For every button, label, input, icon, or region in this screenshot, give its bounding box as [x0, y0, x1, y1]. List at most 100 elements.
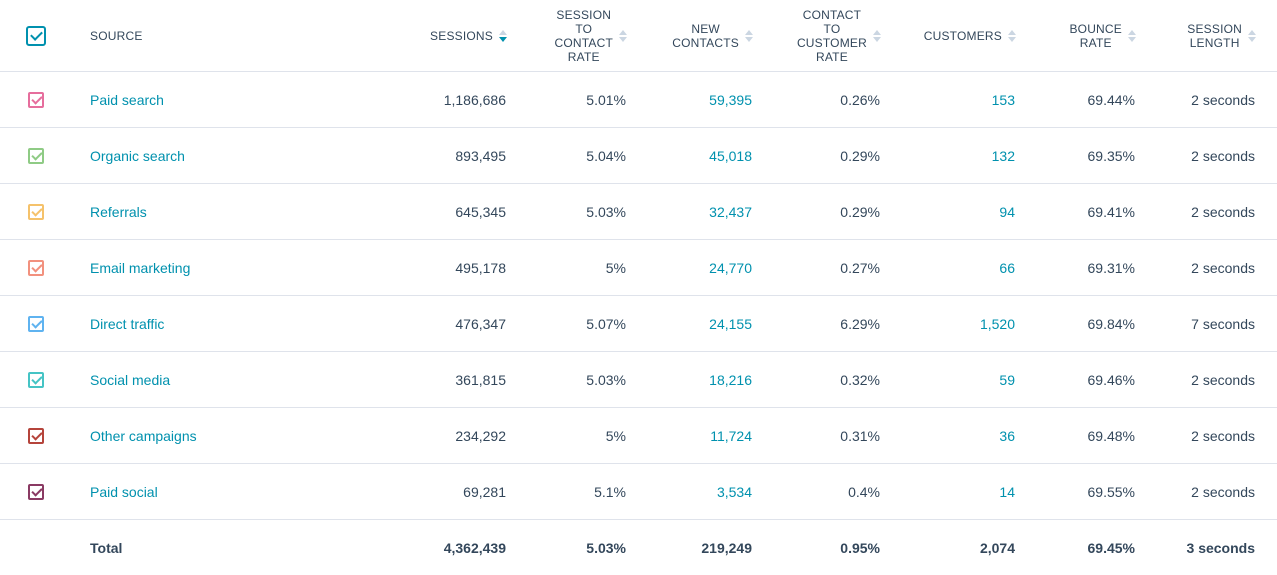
- row-checkbox[interactable]: [28, 371, 44, 388]
- cell-contact-to-customer-rate: 0.32%: [840, 371, 880, 388]
- cell-sessions: 1,186,686: [443, 91, 506, 108]
- sort-session-length-icon[interactable]: [1248, 29, 1256, 42]
- cell-bounce-rate: 69.84%: [1087, 315, 1135, 332]
- header-new-contacts-label: NEW CONTACTS: [672, 22, 739, 50]
- cell-bounce-rate: 69.48%: [1087, 427, 1135, 444]
- header-sessions[interactable]: SESSIONS: [390, 0, 507, 71]
- source-link[interactable]: Paid social: [90, 483, 158, 500]
- cell-session-length: 2 seconds: [1191, 203, 1255, 220]
- new-contacts-link[interactable]: 3,534: [716, 483, 752, 500]
- customers-link[interactable]: 94: [999, 203, 1015, 220]
- new-contacts-link[interactable]: 32,437: [709, 203, 752, 220]
- cell-sessions: 476,347: [455, 315, 506, 332]
- source-link[interactable]: Paid search: [90, 91, 164, 108]
- header-contact-to-customer-rate[interactable]: CONTACT TO CUSTOMER RATE: [770, 0, 881, 71]
- row-checkbox[interactable]: [28, 91, 44, 108]
- new-contacts-link[interactable]: 45,018: [709, 147, 752, 164]
- row-checkbox-cell: [24, 352, 48, 407]
- new-contacts-link[interactable]: 11,724: [710, 427, 752, 444]
- customers-link[interactable]: 66: [999, 259, 1015, 276]
- sort-customers-icon[interactable]: [1008, 29, 1016, 42]
- total-contact-to-customer-rate: 0.95%: [840, 539, 880, 556]
- cell-bounce-rate: 69.55%: [1087, 483, 1135, 500]
- cell-session-length: 2 seconds: [1191, 427, 1255, 444]
- total-session-length: 3 seconds: [1186, 539, 1255, 556]
- header-label-line: CONTACT: [554, 35, 613, 50]
- source-link[interactable]: Other campaigns: [90, 427, 197, 444]
- customers-link[interactable]: 14: [999, 483, 1015, 500]
- cell-session-to-contact-rate: 5.07%: [586, 315, 626, 332]
- header-source-label: SOURCE: [90, 28, 143, 43]
- row-checkbox[interactable]: [28, 315, 44, 332]
- header-customers[interactable]: CUSTOMERS: [900, 0, 1016, 71]
- table-row: Paid search 1,186,686 5.01% 59,395 0.26%…: [0, 72, 1277, 128]
- cell-session-length: 2 seconds: [1191, 91, 1255, 108]
- customers-link[interactable]: 132: [991, 147, 1015, 164]
- total-sessions: 4,362,439: [443, 539, 506, 556]
- cell-bounce-rate: 69.31%: [1087, 259, 1135, 276]
- new-contacts-link[interactable]: 18,216: [709, 371, 752, 388]
- header-label-line: SESSION: [1187, 21, 1242, 36]
- sort-contact-to-customer-rate-icon[interactable]: [873, 29, 881, 42]
- header-label-line: NEW: [691, 21, 720, 36]
- table-header: SOURCE SESSIONS SESSION TO CONTACT RATE …: [0, 0, 1277, 72]
- row-checkbox[interactable]: [28, 483, 44, 500]
- cell-contact-to-customer-rate: 0.29%: [840, 147, 880, 164]
- total-row: Total 4,362,439 5.03% 219,249 0.95% 2,07…: [0, 520, 1277, 575]
- total-label: Total: [90, 539, 123, 556]
- sort-sessions-icon[interactable]: [499, 29, 507, 42]
- header-label-line: RATE: [816, 49, 848, 64]
- header-bounce-rate[interactable]: BOUNCE RATE: [1030, 0, 1136, 71]
- sort-session-to-contact-rate-icon[interactable]: [619, 29, 627, 42]
- source-link[interactable]: Direct traffic: [90, 315, 165, 332]
- cell-session-to-contact-rate: 5.03%: [586, 371, 626, 388]
- row-checkbox-cell: [24, 296, 48, 351]
- cell-session-to-contact-rate: 5%: [605, 427, 626, 444]
- source-link[interactable]: Organic search: [90, 147, 185, 164]
- header-customers-label: CUSTOMERS: [923, 28, 1002, 43]
- row-checkbox[interactable]: [28, 427, 44, 444]
- header-label-line: RATE: [1079, 35, 1112, 50]
- header-sessions-label: SESSIONS: [430, 28, 493, 43]
- cell-session-to-contact-rate: 5.03%: [586, 203, 626, 220]
- total-bounce-rate: 69.45%: [1087, 539, 1135, 556]
- source-link[interactable]: Referrals: [90, 203, 147, 220]
- new-contacts-link[interactable]: 24,155: [709, 315, 752, 332]
- table-row: Referrals 645,345 5.03% 32,437 0.29% 94 …: [0, 184, 1277, 240]
- header-source[interactable]: SOURCE: [90, 0, 290, 71]
- header-label-line: LENGTH: [1189, 35, 1240, 50]
- source-link[interactable]: Email marketing: [90, 259, 191, 276]
- row-checkbox-cell: [24, 72, 48, 127]
- header-session-to-contact-rate-label: SESSION TO CONTACT RATE: [554, 8, 613, 64]
- row-checkbox[interactable]: [28, 203, 44, 220]
- new-contacts-link[interactable]: 24,770: [709, 259, 752, 276]
- customers-link[interactable]: 36: [999, 427, 1015, 444]
- table-row: Organic search 893,495 5.04% 45,018 0.29…: [0, 128, 1277, 184]
- customers-link[interactable]: 1,520: [979, 315, 1015, 332]
- cell-contact-to-customer-rate: 0.29%: [840, 203, 880, 220]
- cell-sessions: 361,815: [455, 371, 506, 388]
- row-checkbox[interactable]: [28, 259, 44, 276]
- table-body: Paid search 1,186,686 5.01% 59,395 0.26%…: [0, 72, 1277, 520]
- header-session-to-contact-rate[interactable]: SESSION TO CONTACT RATE: [520, 0, 627, 71]
- header-label-line: TO: [823, 21, 841, 36]
- row-checkbox-cell: [24, 240, 48, 295]
- customers-link[interactable]: 153: [991, 91, 1015, 108]
- row-checkbox[interactable]: [28, 147, 44, 164]
- new-contacts-link[interactable]: 59,395: [709, 91, 752, 108]
- cell-session-to-contact-rate: 5%: [605, 259, 626, 276]
- header-bounce-rate-label: BOUNCE RATE: [1069, 22, 1122, 50]
- cell-session-to-contact-rate: 5.01%: [586, 91, 626, 108]
- sort-bounce-rate-icon[interactable]: [1128, 29, 1136, 42]
- header-new-contacts[interactable]: NEW CONTACTS: [640, 0, 753, 71]
- customers-link[interactable]: 59: [999, 371, 1015, 388]
- total-customers: 2,074: [979, 539, 1015, 556]
- select-all-checkbox[interactable]: [26, 25, 46, 46]
- source-link[interactable]: Social media: [90, 371, 171, 388]
- cell-bounce-rate: 69.41%: [1087, 203, 1135, 220]
- sort-new-contacts-icon[interactable]: [745, 29, 753, 42]
- cell-bounce-rate: 69.44%: [1087, 91, 1135, 108]
- header-session-length[interactable]: SESSION LENGTH: [1150, 0, 1256, 71]
- header-session-length-label: SESSION LENGTH: [1187, 22, 1242, 50]
